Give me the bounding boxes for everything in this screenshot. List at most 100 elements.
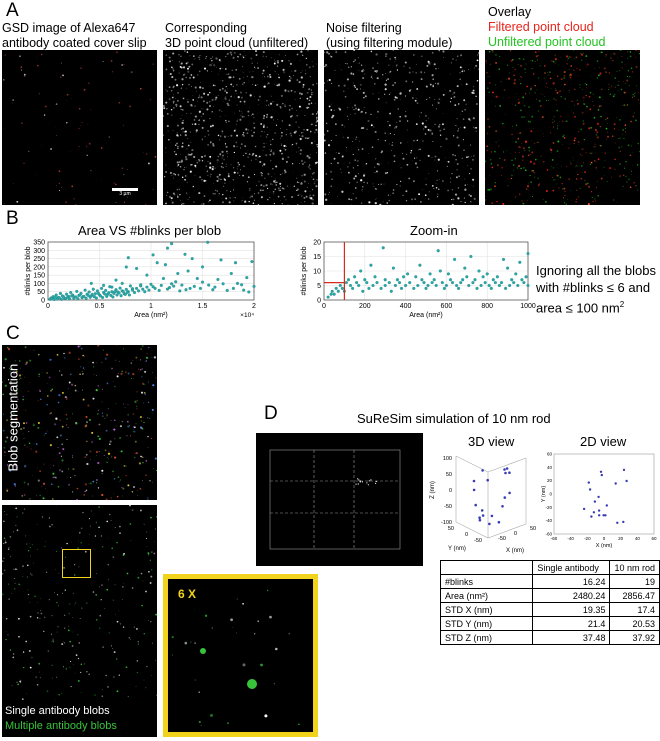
y-tick-label: -40 [545, 518, 552, 523]
data-point [229, 271, 233, 276]
speckle-texture [485, 50, 640, 205]
cell-rod: 20.53 [609, 616, 660, 631]
localization-point [597, 495, 600, 499]
threshold-note-sup: 2 [619, 300, 625, 309]
data-point [428, 272, 432, 276]
gsd-image: 3 µm [2, 50, 157, 205]
data-point [206, 240, 210, 244]
data-point [397, 281, 402, 285]
localization-point [587, 481, 590, 484]
data-point [90, 292, 94, 296]
localization-point [490, 514, 494, 518]
x-tick-label: 2 [252, 303, 256, 310]
x-tick-label: 800 [481, 303, 493, 310]
data-point [363, 278, 367, 282]
multiple-antibody-blob [247, 679, 257, 689]
x-tick-label: -60 [551, 536, 558, 541]
data-point [174, 280, 178, 284]
chart-2-title: Zoom-in [410, 223, 458, 238]
view-2d-plot: -60 -40 -20 0 20 40 60 60 40 20 0 -20 -40 -60 X (nm) Y … [541, 452, 657, 550]
data-point [176, 271, 180, 276]
x-tick-label: -40 [567, 536, 574, 541]
blob-segmentation-label: Blob segmentation [5, 363, 21, 472]
x-tick-label: 600 [441, 303, 453, 310]
y-tick-label: 200 [33, 264, 45, 271]
data-point [332, 292, 336, 296]
panel-d-title: SuReSim simulation of 10 nm rod [357, 411, 551, 426]
y-tick-label: 20 [547, 478, 553, 483]
data-point [88, 295, 92, 299]
x-tick-label: 1000 [520, 303, 536, 310]
data-point [373, 275, 377, 279]
data-point [485, 272, 489, 276]
data-point [489, 286, 493, 290]
data-point [157, 288, 161, 292]
data-point [242, 288, 246, 292]
data-point [95, 289, 99, 293]
table-header-blank [439, 560, 534, 575]
caption-point-cloud: Corresponding 3D point cloud (unfiltered… [165, 21, 308, 51]
y-tick-label: 60 [547, 452, 553, 457]
localization-point [503, 496, 507, 499]
data-point [184, 288, 188, 292]
cell-single: 2480.24 [532, 588, 611, 603]
speckle-texture [171, 589, 300, 726]
localization-point [582, 507, 586, 511]
caption-noise-filter-line1: Noise filtering [326, 21, 402, 35]
localization-point [472, 479, 476, 483]
data-point [387, 281, 391, 285]
zoom-region-box [62, 549, 91, 578]
data-point [120, 281, 124, 285]
x-axis-label: Area (nm²) [409, 312, 442, 319]
panel-letter-b: B [6, 208, 19, 229]
data-point [508, 283, 512, 288]
caption-overlay-filtered: Filtered point cloud [488, 20, 594, 34]
data-point [526, 283, 530, 288]
row-label: STD Y (nm) [439, 616, 534, 631]
data-point [170, 242, 174, 246]
x-tick-label: 0 [603, 536, 606, 541]
data-point [499, 281, 504, 285]
caption-overlay-unfiltered: Unfiltered point cloud [488, 35, 606, 49]
grid-lines [323, 241, 529, 301]
localization-point [370, 479, 372, 481]
data-point [123, 292, 127, 296]
data-point [389, 289, 393, 293]
cell-single: 19.35 [532, 602, 611, 617]
localization-point [616, 521, 619, 524]
row-label: STD Z (nm) [439, 630, 534, 645]
data-point [471, 281, 475, 285]
data-point [430, 281, 434, 285]
data-point [163, 263, 167, 267]
data-point [105, 294, 109, 298]
data-point [359, 269, 363, 273]
localization-point [602, 514, 605, 517]
overlay-image [485, 50, 640, 205]
data-point [353, 275, 357, 279]
data-point [501, 257, 506, 261]
data-point [497, 283, 501, 288]
data-point [455, 283, 459, 288]
data-point [186, 269, 190, 273]
data-point [124, 265, 128, 269]
localization-point [367, 484, 369, 486]
localization-point [504, 471, 507, 475]
speckle-texture [3, 51, 157, 205]
cell-rod: 2856.47 [609, 588, 660, 603]
data-point [211, 288, 215, 292]
x-axis-label: X (nm) [596, 543, 613, 549]
localization-point [497, 520, 501, 524]
data-point [192, 284, 196, 288]
data-point [198, 286, 202, 290]
data-point [412, 286, 416, 290]
data-point [141, 287, 145, 291]
localization-point [588, 488, 592, 491]
data-point [219, 258, 223, 262]
data-point [473, 278, 477, 282]
threshold-note-line2: with #blinks ≤ 6 and [536, 280, 651, 295]
data-point [84, 296, 88, 300]
row-label: STD X (nm) [439, 602, 534, 617]
data-point [450, 281, 455, 285]
data-point [58, 291, 62, 295]
